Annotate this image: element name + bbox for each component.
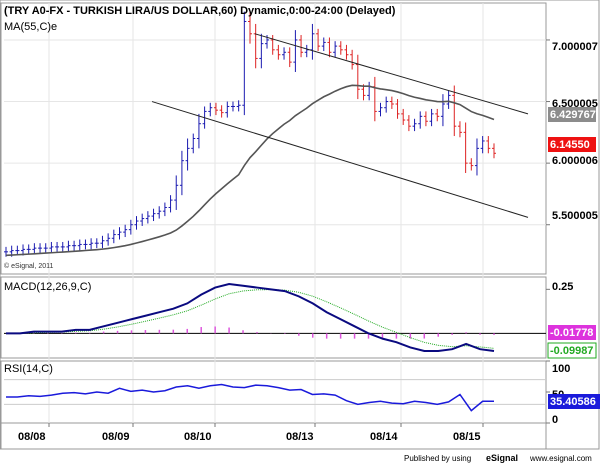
price-tick: 5.500005 [552, 210, 598, 222]
ma-value-tag-label: 6.429767 [550, 109, 596, 121]
macd-signal-tag [547, 342, 597, 359]
price-tick: 7.000007 [552, 41, 598, 53]
rsi-line [6, 383, 494, 412]
macd-histogram-tag [548, 325, 596, 340]
macd-tick: 0.25 [552, 281, 573, 293]
macd-histogram-tag-label: -0.01778 [550, 327, 593, 339]
price-tick: 6.000006 [552, 155, 598, 167]
price-value-tag [548, 137, 596, 152]
ma-label: MA(55,C)e [4, 21, 57, 33]
chart-title: (TRY A0-FX - TURKISH LIRA/US DOLLAR,60) … [4, 5, 396, 17]
plot-area [4, 11, 546, 412]
x-tick-label: 08/14 [370, 431, 398, 443]
outer-frame [0, 0, 600, 450]
rsi-value-tag [548, 394, 600, 409]
macd-panel [0, 276, 547, 359]
rsi-value-tag-label: 35.40586 [550, 396, 596, 408]
x-tick-label: 08/10 [184, 431, 212, 443]
footer-url: www.esignal.com [529, 454, 592, 463]
rsi-title: RSI(14,C) [4, 363, 53, 375]
credit-label: © eSignal, 2011 [4, 262, 54, 270]
chart-panels [0, 0, 600, 450]
x-tick-label: 08/09 [102, 431, 130, 443]
macd-signal-tag-label: -0.09987 [550, 345, 593, 357]
macd-title: MACD(12,26,9,C) [4, 281, 91, 293]
macd-line [6, 283, 495, 352]
ma-value-tag [548, 107, 596, 122]
price-panel [0, 2, 547, 275]
x-tick-label: 08/13 [286, 431, 314, 443]
moving-average-line [5, 84, 495, 257]
x-tick-label: 08/08 [18, 431, 46, 443]
footer-text: Published by using [404, 454, 471, 463]
trend-channel-line [151, 101, 529, 218]
x-tick-label: 08/15 [453, 431, 481, 443]
footer-brand: eSignal [486, 453, 518, 463]
price-value-tag-label: 6.14550 [550, 139, 590, 151]
rsi-tick: 100 [552, 363, 570, 375]
trend-channel-line [254, 33, 529, 115]
rsi-tick: 0 [552, 414, 558, 426]
